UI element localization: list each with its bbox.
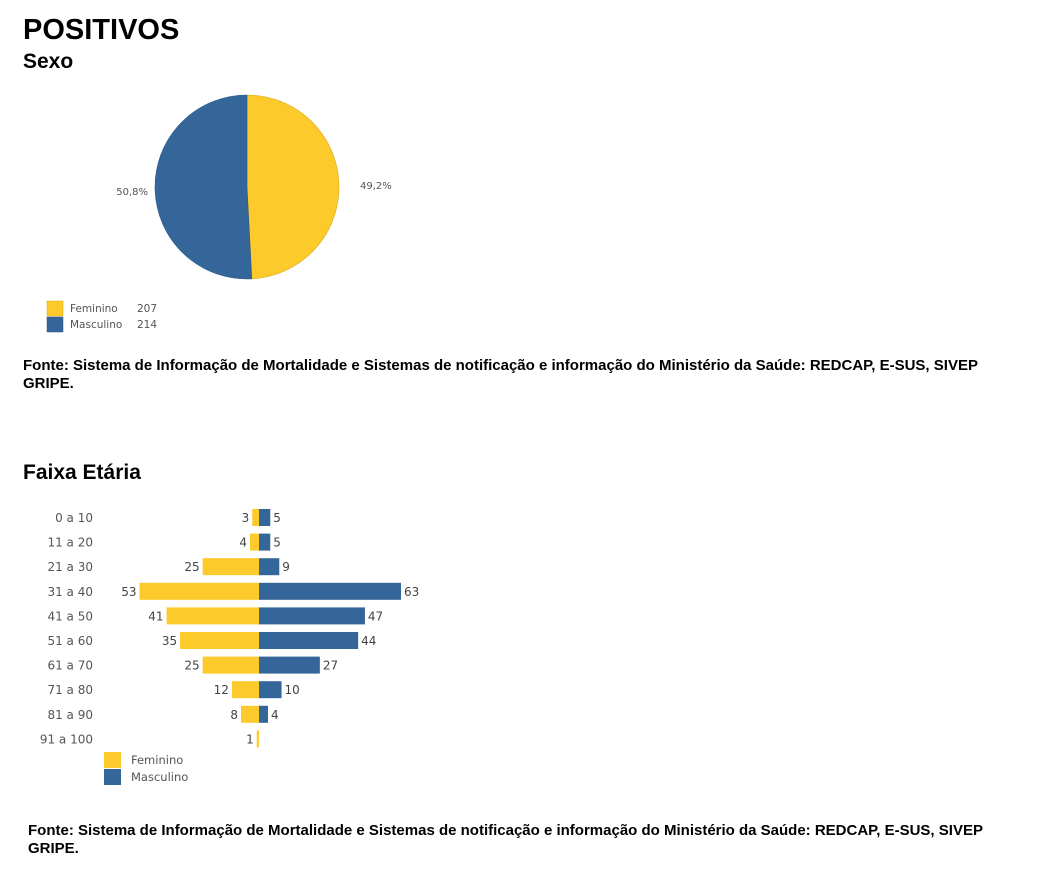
category-label: 61 a 70: [47, 659, 93, 673]
bar-masculino: [259, 509, 271, 526]
bar-feminino: [252, 509, 259, 526]
section-title-sexo: Sexo: [23, 50, 74, 73]
bar-masculino: [259, 632, 359, 649]
bar-feminino: [240, 705, 259, 723]
category-label: 0 a 10: [55, 511, 93, 525]
bar-feminino: [249, 533, 259, 551]
bar-feminino: [256, 730, 259, 748]
category-label: 81 a 90: [47, 708, 93, 722]
bar-masculino: [259, 681, 282, 699]
legend-swatch-masculino: [46, 316, 64, 333]
bar-value-masculino: 5: [273, 511, 281, 525]
bar-value-feminino: 8: [230, 708, 238, 722]
category-label: 91 a 100: [40, 732, 93, 746]
pie-percent-label: 50,8%: [116, 187, 148, 198]
legend-swatch-feminino: [46, 300, 64, 317]
legend-label: Feminino: [70, 303, 118, 315]
bar-value-feminino: 53: [121, 585, 136, 599]
bar-feminino: [202, 656, 259, 674]
pie-slice-feminino: [246, 94, 340, 280]
bar-feminino: [231, 681, 259, 699]
legend-swatch-feminino: [104, 752, 121, 768]
legend-value: 214: [137, 319, 157, 331]
bar-value-masculino: 47: [368, 609, 383, 623]
category-label: 41 a 50: [47, 609, 93, 623]
bar-feminino: [139, 582, 259, 600]
bar-value-masculino: 4: [271, 708, 279, 722]
category-label: 31 a 40: [47, 585, 93, 599]
bar-chart-faixa-etaria: 0 a 10 3 511 a 20 4 521 a 30 25 931 a 40 53 6341…: [40, 509, 419, 785]
legend-label: Feminino: [131, 753, 183, 767]
bar-feminino: [180, 632, 259, 649]
section-title-faixa-etaria: Faixa Etária: [23, 461, 141, 484]
legend-value: 207: [137, 303, 157, 315]
pie-slice-masculino: [154, 94, 253, 280]
category-label: 51 a 60: [47, 634, 93, 648]
bar-masculino: [259, 705, 269, 723]
pie-chart-sexo: 49,2% Feminino 207 50,8% Masculino 214: [46, 94, 392, 333]
bar-masculino: [259, 558, 280, 576]
bar-value-masculino: 63: [404, 585, 419, 599]
bar-value-feminino: 4: [239, 536, 247, 550]
legend-swatch-masculino: [104, 769, 121, 785]
bar-value-feminino: 41: [148, 609, 163, 623]
bar-value-feminino: 12: [214, 683, 229, 697]
bar-value-masculino: 5: [273, 536, 281, 550]
category-label: 71 a 80: [47, 683, 93, 697]
category-label: 11 a 20: [47, 536, 93, 550]
category-label: 21 a 30: [47, 560, 93, 574]
bar-value-feminino: 35: [162, 634, 177, 648]
bar-value-feminino: 25: [184, 560, 199, 574]
bar-masculino: [259, 533, 271, 551]
source-note-2: Fonte: Sistema de Informação de Mortalid…: [28, 822, 983, 857]
pie-percent-label: 49,2%: [360, 181, 392, 192]
bar-value-feminino: 1: [246, 732, 254, 746]
legend-label: Masculino: [70, 319, 122, 331]
bar-value-feminino: 3: [242, 511, 250, 525]
bar-value-masculino: 27: [323, 659, 338, 673]
bar-feminino: [166, 607, 259, 625]
bar-value-masculino: 44: [361, 634, 376, 648]
source-note-1: Fonte: Sistema de Informação de Mortalid…: [23, 357, 978, 392]
bar-feminino: [202, 558, 259, 576]
page-title: POSITIVOS: [23, 14, 180, 46]
bar-value-masculino: 10: [285, 683, 300, 697]
bar-value-feminino: 25: [184, 659, 199, 673]
bar-masculino: [259, 582, 401, 600]
bar-masculino: [259, 656, 320, 674]
legend-label: Masculino: [131, 770, 188, 784]
bar-value-masculino: 9: [282, 560, 290, 574]
bar-masculino: [259, 607, 365, 625]
